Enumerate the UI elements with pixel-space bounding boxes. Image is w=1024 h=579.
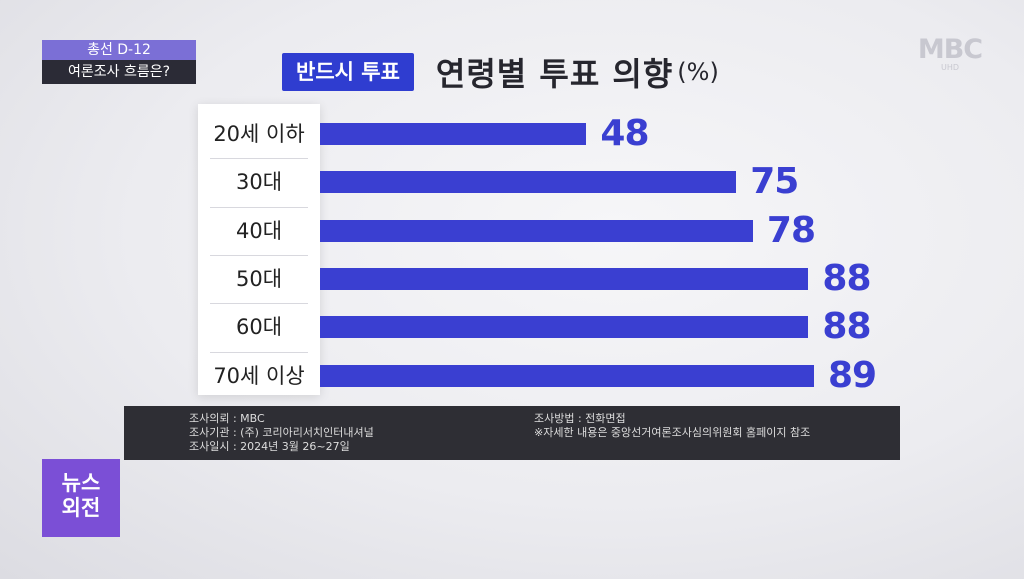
bar	[320, 268, 809, 291]
category-label: 20세 이하	[213, 122, 305, 147]
category-label: 30대	[235, 170, 283, 195]
row-divider	[210, 351, 308, 353]
chart-header: 반드시 투표 연령별 투표 의향 (%)	[282, 52, 719, 93]
chart-title: 연령별 투표 의향	[435, 55, 674, 93]
bar	[320, 219, 753, 242]
row-divider	[210, 158, 308, 160]
row-divider	[210, 206, 308, 208]
segment-title-tag: 여론조사 흐름은?	[42, 60, 196, 84]
survey-info-left: 조사의뢰 : MBC 조사기관 : (주) 코리아리서치인터내셔널 조사일시 :…	[189, 412, 374, 454]
survey-method: 조사방법 : 전화면접	[534, 412, 626, 425]
chart-badge: 반드시 투표	[282, 53, 414, 91]
bar	[320, 364, 814, 387]
value-label: 89	[827, 354, 877, 396]
broadcaster-logo: MBC UHD	[910, 36, 990, 76]
show-logo-line2: 외전	[61, 496, 101, 520]
survey-info-footer: 조사의뢰 : MBC 조사기관 : (주) 코리아리서치인터내셔널 조사일시 :…	[124, 406, 900, 460]
category-label-panel	[198, 104, 320, 395]
survey-info-right: 조사방법 : 전화면접 ※자세한 내용은 중앙선거여론조사심의위원회 홈페이지 …	[534, 412, 810, 440]
show-logo: 뉴스 외전	[42, 459, 120, 537]
value-label: 48	[600, 113, 649, 155]
row-divider	[210, 303, 308, 305]
bar	[320, 316, 809, 339]
bar	[320, 171, 737, 194]
category-label: 70세 이상	[213, 363, 305, 388]
value-label: 75	[750, 161, 799, 203]
mbc-logo-text: MBC	[917, 34, 983, 65]
row-divider	[210, 254, 308, 256]
survey-note: ※자세한 내용은 중앙선거여론조사심의위원회 홈페이지 참조	[534, 426, 811, 439]
show-logo-line1: 뉴스	[61, 471, 101, 495]
election-countdown-tag: 총선 D-12	[42, 40, 196, 60]
value-label: 88	[822, 258, 871, 300]
chart-unit: (%)	[677, 58, 719, 86]
value-label: 88	[822, 306, 871, 348]
bar	[320, 123, 587, 146]
survey-date: 조사일시 : 2024년 3월 26~27일	[189, 440, 350, 453]
survey-agency: 조사기관 : (주) 코리아리서치인터내셔널	[189, 426, 374, 439]
survey-requester: 조사의뢰 : MBC	[189, 412, 265, 425]
value-label: 78	[766, 209, 816, 251]
uhd-label: UHD	[940, 63, 960, 72]
category-label: 40대	[235, 218, 283, 243]
category-label: 60대	[235, 315, 283, 340]
category-label: 50대	[235, 267, 283, 292]
